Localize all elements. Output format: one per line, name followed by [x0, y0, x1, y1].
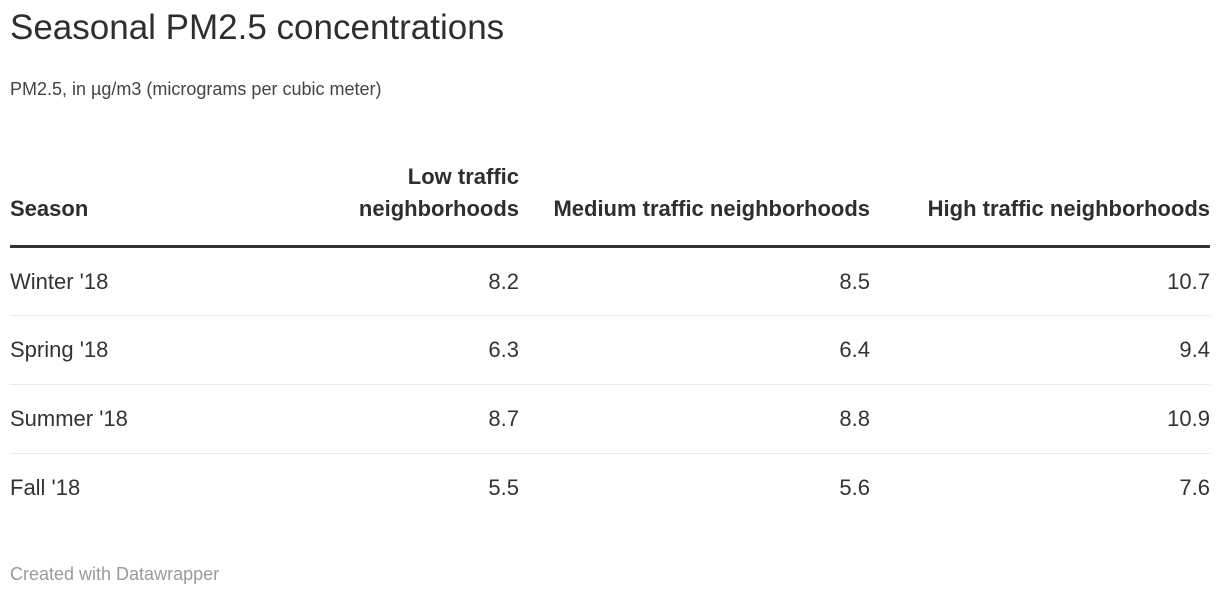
table-header: Season Low traffic neighborhoods Medium … — [10, 161, 1210, 248]
value-cell-low: 5.5 — [488, 475, 519, 501]
season-cell: Summer '18 — [10, 384, 290, 454]
value-cell-high: 7.6 — [1179, 475, 1210, 501]
column-header-medium-traffic: Medium traffic neighborhoods — [519, 161, 870, 248]
datawrapper-credit-link[interactable]: Created with Datawrapper — [10, 563, 220, 584]
value-cell-low: 8.7 — [290, 384, 519, 454]
season-cell: Winter '18 — [10, 246, 290, 316]
column-header-season: Season — [10, 161, 290, 248]
header-row: Season Low traffic neighborhoods Medium … — [10, 161, 1210, 248]
column-header-high-traffic: High traffic neighborhoods — [870, 161, 1210, 248]
value-cell-high: 9.4 — [870, 315, 1210, 385]
value-cell-medium: 8.5 — [519, 246, 870, 316]
season-cell: Fall '18 — [10, 475, 81, 501]
value-cell-medium: 5.6 — [839, 475, 870, 501]
season-cell: Spring '18 — [10, 315, 290, 385]
table-row: Winter '18 8.2 8.5 10.7 — [10, 246, 1210, 316]
value-cell-high: 10.9 — [870, 384, 1210, 454]
value-cell-high: 10.7 — [870, 246, 1210, 316]
table-row: Spring '18 6.3 6.4 9.4 — [10, 315, 1210, 385]
value-cell-medium: 6.4 — [519, 315, 870, 385]
table-body: Winter '18 8.2 8.5 10.7 Spring '18 6.3 6… — [10, 246, 1210, 523]
table-row: Summer '18 8.7 8.8 10.9 — [10, 384, 1210, 454]
chart-footer: Created with Datawrapper — [10, 563, 1210, 585]
value-cell-low: 8.2 — [290, 246, 519, 316]
column-header-low-traffic: Low traffic neighborhoods — [290, 161, 519, 248]
page-title: Seasonal PM2.5 concentrations — [10, 8, 505, 47]
value-cell-low: 6.3 — [290, 315, 519, 385]
page-subtitle: PM2.5, in µg/m3 (micrograms per cubic me… — [10, 79, 382, 99]
value-cell-medium: 8.8 — [519, 384, 870, 454]
table-row: Fall '18 5.5 5.6 7.6 — [10, 454, 1210, 523]
data-table: Season Low traffic neighborhoods Medium … — [10, 161, 1210, 523]
